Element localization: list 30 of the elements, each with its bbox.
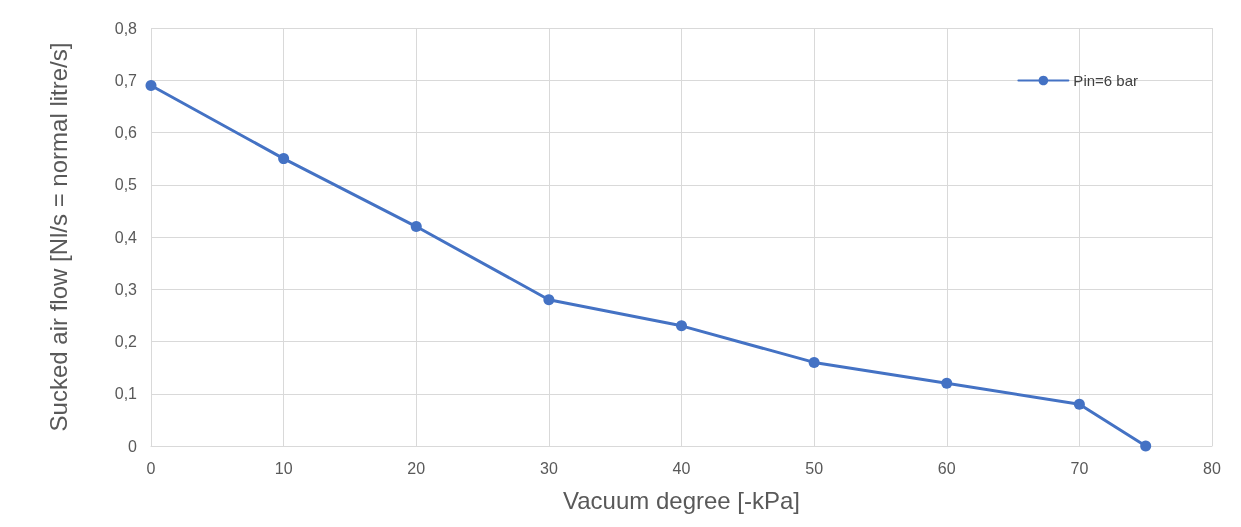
x-axis-title: Vacuum degree [-kPa] [562,486,801,514]
x-tick-label: 10 [274,459,293,477]
y-tick-label: 0,4 [114,228,138,246]
x-tick-label: 40 [672,459,691,477]
point [941,377,953,389]
point [676,320,687,332]
y-tick-label: 0 [128,437,138,455]
x-tick-label: 50 [805,459,824,477]
x-tick-label: 70 [1070,459,1089,477]
x-tick-label: 80 [1203,459,1221,477]
y-tick-label: 0,1 [114,385,138,403]
y-tick-label: 0,7 [114,71,138,89]
point [1140,440,1152,452]
y-tick-label: 0,8 [114,19,138,37]
point [278,153,290,165]
point [543,294,555,306]
y-tick-label: 0,2 [114,333,138,350]
y-tick-label: 0,6 [114,124,138,141]
x-tick-label: 20 [407,459,426,477]
x-tick-label: 0 [146,459,156,477]
point [808,356,820,368]
x-tick-label: 30 [539,459,558,477]
point [1073,398,1085,410]
y-axis-title: Sucked air flow [Nl/s = normal litre/s] [44,42,72,432]
y-tick-label: 0,5 [114,176,138,194]
point [410,221,422,233]
legend-label: Pin=6 bar [1073,72,1139,89]
y-tick-label: 0,3 [114,280,138,298]
x-tick-label: 60 [937,459,956,477]
point [145,79,157,91]
